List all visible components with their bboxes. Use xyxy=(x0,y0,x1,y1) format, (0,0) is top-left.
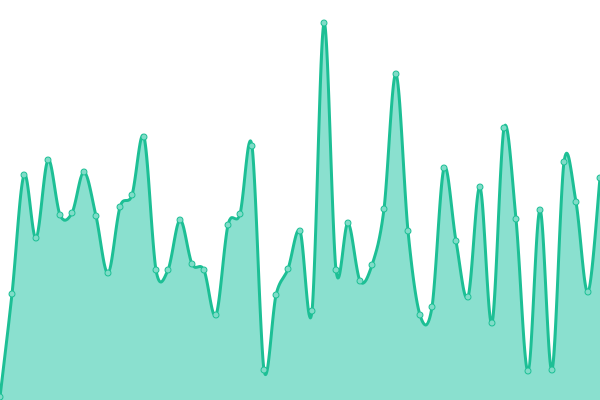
data-point-45 xyxy=(536,206,544,214)
data-point-39 xyxy=(464,293,472,301)
data-point-4 xyxy=(44,156,52,164)
data-point-35 xyxy=(416,311,424,319)
series-line xyxy=(0,21,600,398)
data-point-26 xyxy=(308,307,316,315)
data-point-25 xyxy=(296,227,304,235)
data-point-22 xyxy=(260,366,268,374)
series-area-fill xyxy=(0,22,600,400)
data-point-2 xyxy=(20,171,28,179)
data-point-27 xyxy=(320,19,328,27)
data-point-12 xyxy=(140,133,148,141)
data-point-23 xyxy=(272,291,280,299)
data-point-3 xyxy=(32,234,40,242)
data-point-15 xyxy=(176,216,184,224)
data-point-21 xyxy=(248,142,256,150)
data-point-44 xyxy=(524,367,532,375)
data-point-0 xyxy=(0,393,4,400)
data-point-33 xyxy=(392,70,400,78)
data-point-48 xyxy=(572,198,580,206)
data-point-7 xyxy=(80,168,88,176)
data-point-46 xyxy=(548,366,556,374)
data-point-18 xyxy=(212,311,220,319)
data-point-42 xyxy=(500,124,508,132)
data-point-14 xyxy=(164,266,172,274)
data-point-37 xyxy=(440,164,448,172)
data-point-6 xyxy=(68,209,76,217)
data-point-11 xyxy=(128,191,136,199)
data-point-50 xyxy=(596,174,600,182)
data-point-29 xyxy=(344,219,352,227)
data-point-36 xyxy=(428,303,436,311)
data-point-41 xyxy=(488,319,496,327)
data-point-30 xyxy=(356,277,364,285)
data-point-28 xyxy=(332,266,340,274)
data-point-19 xyxy=(224,221,232,229)
data-point-5 xyxy=(56,211,64,219)
data-point-13 xyxy=(152,266,160,274)
data-point-17 xyxy=(200,266,208,274)
data-point-49 xyxy=(584,288,592,296)
data-point-9 xyxy=(104,269,112,277)
data-point-47 xyxy=(560,158,568,166)
data-point-8 xyxy=(92,212,100,220)
data-point-1 xyxy=(8,290,16,298)
data-point-32 xyxy=(380,205,388,213)
data-point-38 xyxy=(452,237,460,245)
data-point-34 xyxy=(404,227,412,235)
data-point-20 xyxy=(236,210,244,218)
data-point-16 xyxy=(188,260,196,268)
data-point-40 xyxy=(476,183,484,191)
data-point-10 xyxy=(116,203,124,211)
data-point-24 xyxy=(284,265,292,273)
data-point-31 xyxy=(368,261,376,269)
data-points xyxy=(0,19,600,400)
data-point-43 xyxy=(512,215,520,223)
